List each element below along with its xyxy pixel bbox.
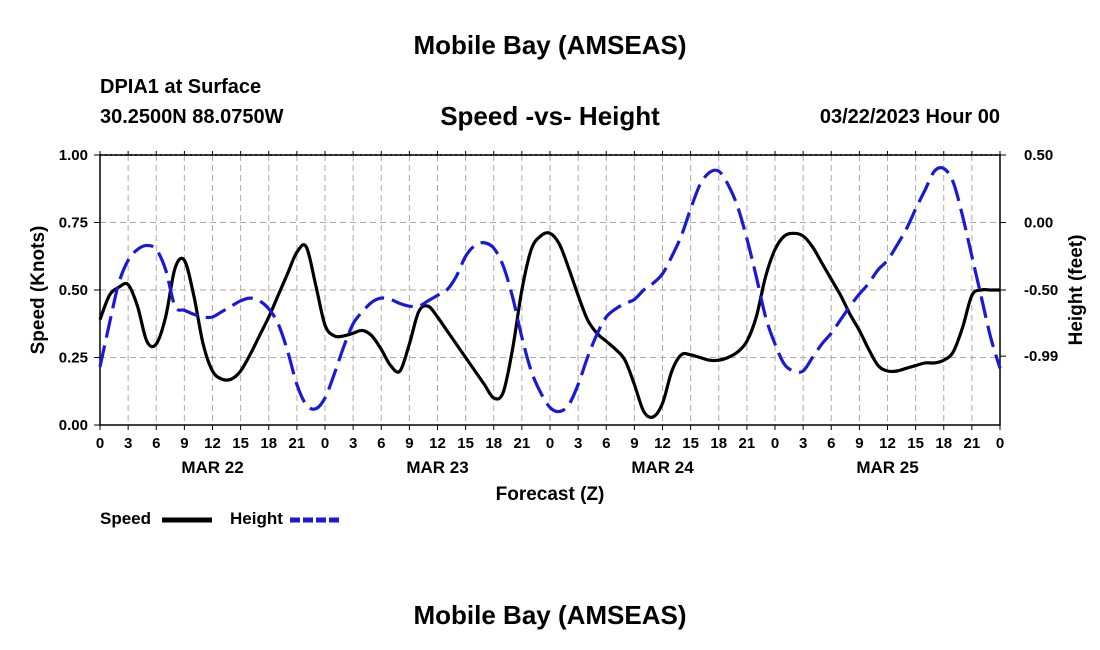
x-tick-label: 18: [485, 435, 502, 452]
x-tick-label: 12: [429, 435, 446, 452]
x-tick-label: 21: [739, 435, 756, 452]
x-tick-label: 6: [152, 435, 160, 452]
coordinates-label: 30.2500N 88.0750W: [100, 106, 284, 128]
x-tick-label: 21: [514, 435, 531, 452]
axis-ticks: 0 3 6 9 12 15 18 21 0 3 6 9 12 15 18 21 0 3 6 9 12 15 18 21 0 3 6 9…: [59, 147, 1058, 477]
x-tick-label: 18: [710, 435, 727, 452]
y-axis-label-left: Speed (Knots): [28, 226, 49, 355]
y-tick-label: 0.75: [59, 215, 88, 232]
footer-title: Mobile Bay (AMSEAS): [413, 600, 687, 630]
x-tick-label: 0: [96, 435, 104, 452]
x-tick-label: 12: [879, 435, 896, 452]
x-tick-label: 3: [124, 435, 132, 452]
y-tick-label: 0.00: [59, 417, 88, 434]
x-tick-label: 15: [682, 435, 699, 452]
x-tick-label: 0: [546, 435, 554, 452]
x-tick-label: 3: [574, 435, 582, 452]
x-tick-label: 9: [855, 435, 863, 452]
legend-speed-label: Speed: [100, 509, 152, 528]
x-tick-label: 9: [630, 435, 638, 452]
x-tick-label: 15: [232, 435, 249, 452]
series-line-height: [98, 166, 1002, 414]
x-day-label: MAR 22: [181, 458, 243, 477]
y2-tick-label: -0.50: [1024, 282, 1058, 299]
page-title: Mobile Bay (AMSEAS): [413, 30, 687, 60]
y2-tick-label: -0.99: [1024, 348, 1058, 365]
x-day-label: MAR 23: [406, 458, 468, 477]
plot-frame: [99, 154, 1001, 426]
x-tick-label: 9: [405, 435, 413, 452]
x-tick-label: 21: [289, 435, 306, 452]
x-tick-label: 3: [799, 435, 807, 452]
x-tick-label: 0: [321, 435, 329, 452]
y-tick-label: 0.50: [59, 282, 88, 299]
x-tick-label: 3: [349, 435, 357, 452]
x-tick-label: 9: [180, 435, 188, 452]
series-lines: [98, 166, 1002, 419]
x-tick-label: 0: [771, 435, 779, 452]
grid-lines: [100, 154, 1000, 425]
x-tick-label: 6: [827, 435, 835, 452]
y-axis-label-right: Height (feet): [1066, 235, 1087, 346]
x-tick-label: 15: [457, 435, 474, 452]
datetime-label: 03/22/2023 Hour 00: [819, 106, 1000, 128]
legend-height-label: Height: [230, 509, 283, 528]
station-label: DPIA1 at Surface: [100, 76, 262, 98]
x-tick-label: 0: [996, 435, 1004, 452]
x-axis-label: Forecast (Z): [496, 484, 605, 505]
y-tick-label: 0.25: [59, 350, 88, 367]
x-tick-label: 21: [964, 435, 981, 452]
x-tick-label: 6: [377, 435, 385, 452]
x-tick-label: 18: [260, 435, 277, 452]
series-line-speed: [98, 231, 1000, 419]
y2-tick-label: 0.00: [1024, 215, 1053, 232]
x-tick-label: 12: [204, 435, 221, 452]
y2-tick-label: 0.50: [1024, 147, 1053, 164]
x-tick-label: 15: [907, 435, 924, 452]
chart-title: Speed -vs- Height: [440, 101, 660, 131]
x-tick-label: 18: [935, 435, 952, 452]
x-tick-label: 12: [654, 435, 671, 452]
y-tick-label: 1.00: [59, 147, 88, 164]
x-day-label: MAR 24: [631, 458, 694, 477]
x-day-label: MAR 25: [856, 458, 918, 477]
x-tick-label: 6: [602, 435, 610, 452]
